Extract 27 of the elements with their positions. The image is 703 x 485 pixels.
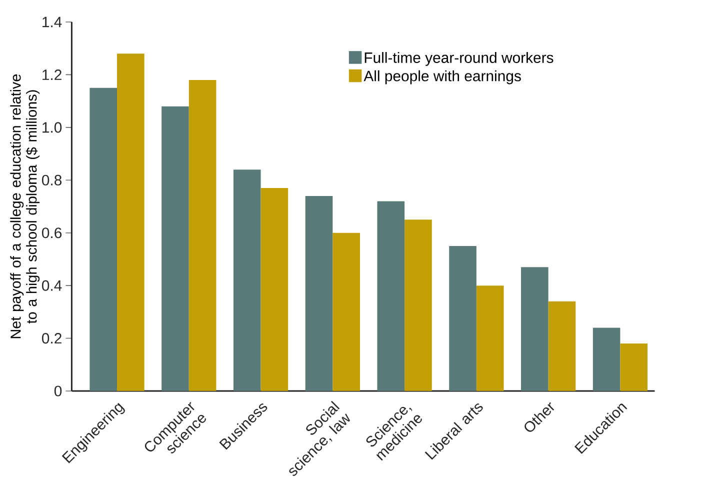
legend-label: Full-time year-round workers — [364, 52, 554, 66]
bar — [117, 54, 144, 391]
y-tick-label: 0.2 — [42, 332, 62, 344]
y-tick-label: 0.6 — [42, 228, 62, 238]
y-tick-label: 0.4 — [42, 280, 62, 291]
y-tick-label: 1.0 — [42, 122, 62, 133]
y-axis-title: Net payoff of a college education relative to a high school diploma ($ millions) — [10, 74, 40, 338]
bar — [188, 80, 216, 391]
y-tick-label: 0 — [54, 386, 62, 396]
bar — [620, 344, 648, 391]
bar — [305, 196, 333, 391]
bar — [260, 188, 288, 391]
bar — [449, 246, 476, 391]
y-tick-label: 1.4 — [42, 16, 62, 28]
y-tick-label: 1.2 — [42, 69, 62, 80]
bar — [476, 286, 504, 391]
bar — [592, 328, 620, 391]
bar — [521, 267, 548, 391]
bar — [332, 232, 360, 391]
bar — [404, 220, 432, 391]
bar — [548, 301, 576, 391]
legend-label: All people with earnings — [364, 70, 521, 84]
bar — [90, 88, 117, 391]
bar — [377, 201, 405, 391]
y-tick-label: 0.8 — [42, 174, 62, 186]
bar — [233, 170, 261, 391]
bar — [162, 106, 189, 391]
